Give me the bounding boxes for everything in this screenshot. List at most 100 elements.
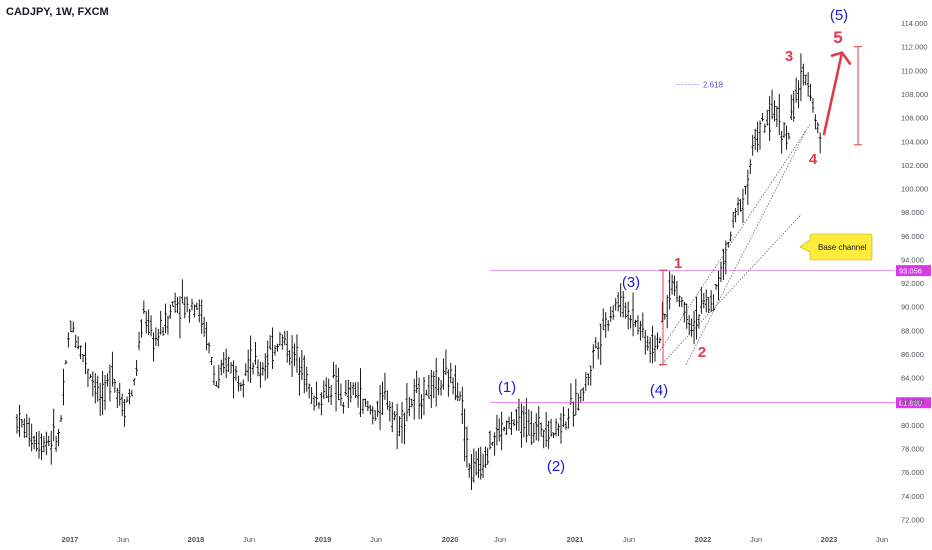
ohlc-bar xyxy=(574,378,578,416)
ohlc-bar xyxy=(777,93,781,136)
ohlc-bar xyxy=(400,402,404,444)
ohlc-bar xyxy=(25,413,29,438)
ohlc-bar xyxy=(495,414,499,446)
ohlc-bar xyxy=(305,366,309,392)
ohlc-bar xyxy=(579,389,583,403)
ohlc-bar xyxy=(651,325,654,364)
ohlc-bar xyxy=(293,343,296,367)
ohlc-bar xyxy=(125,396,129,403)
ohlc-bar xyxy=(736,197,740,216)
ohlc-bar xyxy=(500,411,503,451)
ohlc-bar xyxy=(525,397,528,443)
ohlc-bar xyxy=(183,296,187,319)
ohlc-bar xyxy=(554,418,558,437)
ohlc-bar xyxy=(417,377,421,420)
x-tick-label: Jun xyxy=(623,535,635,544)
ohlc-bar xyxy=(599,323,603,365)
ohlc-bar xyxy=(792,90,796,122)
ohlc-bar xyxy=(552,432,555,439)
ohlc-bar xyxy=(295,334,299,373)
ohlc-bar xyxy=(559,413,563,444)
fib-level-label: 2.618 xyxy=(703,81,724,90)
ohlc-bar xyxy=(23,418,26,438)
ohlc-bar xyxy=(520,403,523,448)
ohlc-bar xyxy=(324,377,328,399)
ohlc-bar xyxy=(254,342,257,365)
ohlc-bar xyxy=(734,208,737,223)
ohlc-bar xyxy=(371,405,375,425)
ohlc-bar xyxy=(346,379,350,409)
ohlc-bar xyxy=(173,292,177,313)
ohlc-bar xyxy=(76,336,80,350)
wave-1-measure-bracket xyxy=(659,269,667,366)
ohlc-bar xyxy=(166,315,170,335)
ohlc-bar xyxy=(451,377,455,395)
ohlc-bar xyxy=(624,302,627,319)
ohlc-bar xyxy=(154,327,158,346)
ohlc-bar xyxy=(381,381,384,415)
ohlc-bar xyxy=(344,380,348,396)
ohlc-bar xyxy=(481,453,485,478)
ohlc-bar xyxy=(768,96,771,141)
ohlc-bar xyxy=(268,335,272,350)
ohlc-bar xyxy=(219,359,223,376)
ohlc-bar xyxy=(224,348,228,379)
ohlc-bar xyxy=(15,414,19,434)
ohlc-bar xyxy=(327,378,331,403)
ohlc-bar xyxy=(169,304,172,319)
minor-wave-label: 2 xyxy=(698,344,706,361)
ohlc-bar xyxy=(271,327,274,369)
y-tick-label: 90.000 xyxy=(901,303,924,312)
ohlc-bar xyxy=(281,334,284,350)
ohlc-bar xyxy=(780,130,783,154)
major-wave-label: (2) xyxy=(547,458,565,475)
ohlc-bar xyxy=(572,401,575,427)
ohlc-bar xyxy=(577,393,580,411)
ohlc-bar xyxy=(510,411,513,436)
ohlc-bar xyxy=(405,383,409,422)
ohlc-bar xyxy=(542,429,545,449)
ohlc-bar xyxy=(197,299,201,323)
ohlc-bar xyxy=(32,435,36,450)
ohlc-bar xyxy=(159,310,163,335)
ohlc-bar xyxy=(386,390,389,410)
ohlc-bar xyxy=(785,125,788,150)
ohlc-bar xyxy=(354,382,357,399)
ohlc-bar xyxy=(549,418,553,437)
ohlc-bar xyxy=(266,340,270,379)
ohlc-bar xyxy=(606,320,610,331)
ohlc-bar xyxy=(589,365,593,386)
ohlc-bar xyxy=(232,360,235,399)
ohlc-bar xyxy=(704,289,708,313)
y-tick-label: 74.000 xyxy=(901,492,924,501)
ohlc-bar xyxy=(312,395,316,411)
ohlc-bar xyxy=(376,400,379,417)
ohlc-bar xyxy=(641,312,645,338)
ohlc-bar xyxy=(680,297,684,308)
ohlc-bar xyxy=(205,321,208,351)
y-tick-label: 80.000 xyxy=(901,421,924,430)
ohlc-bar xyxy=(256,359,260,377)
ohlc-bar xyxy=(522,406,526,438)
ohlc-bar xyxy=(356,381,360,408)
major-wave-label: (1) xyxy=(498,379,516,396)
ohlc-bar xyxy=(493,432,496,456)
ohlc-bar xyxy=(434,358,438,407)
x-tick-label: 2019 xyxy=(315,535,332,544)
ohlc-bar xyxy=(604,312,608,338)
ohlc-bar xyxy=(505,420,508,435)
ohlc-bar xyxy=(714,284,718,290)
ohlc-bar xyxy=(507,416,511,429)
ohlc-bar xyxy=(697,314,701,329)
ohlc-bar xyxy=(366,400,370,412)
ohlc-bar xyxy=(665,295,669,329)
base-channel-callout: Base channel xyxy=(799,233,873,261)
ohlc-bar xyxy=(239,382,243,391)
base-channel-line xyxy=(659,214,802,367)
y-tick-label: 76.000 xyxy=(901,468,924,477)
ohlc-bar xyxy=(113,379,117,393)
y-tick-label: 98.000 xyxy=(901,208,924,217)
ohlc-bar xyxy=(477,447,480,478)
ohlc-bar xyxy=(601,308,605,331)
ohlc-bar xyxy=(410,398,414,408)
